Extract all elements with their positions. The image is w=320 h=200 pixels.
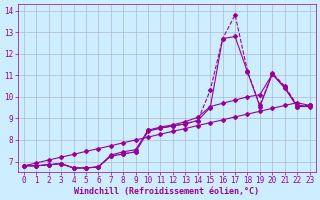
X-axis label: Windchill (Refroidissement éolien,°C): Windchill (Refroidissement éolien,°C) — [74, 187, 259, 196]
